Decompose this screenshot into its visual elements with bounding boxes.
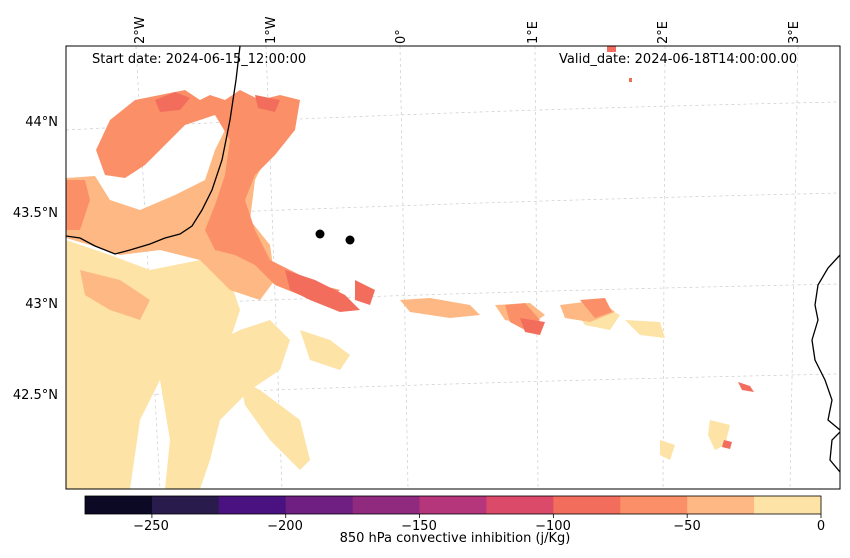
coastline [66, 46, 840, 473]
lon-tick-1w: 1°W [264, 16, 279, 44]
map-frame [65, 45, 841, 490]
lon-tick-1e: 1°E [526, 21, 541, 44]
colorbar-segment [553, 496, 621, 514]
cin-field-coral [155, 46, 754, 449]
colorbar-segment [352, 496, 421, 514]
colorbar-tick-label: −50 [673, 519, 701, 534]
colorbar-segment [218, 496, 287, 514]
cin-field-orange [66, 90, 612, 330]
lat-tick-44n: 44°N [25, 115, 58, 130]
colorbar-frame [84, 495, 822, 515]
lon-tick-2e: 2°E [656, 21, 671, 44]
colorbar-segment [486, 496, 554, 514]
colorbar-segment [285, 496, 354, 514]
station-marker-1 [315, 229, 325, 239]
colorbar-segment [85, 496, 153, 514]
lon-tick-2w: 2°W [133, 16, 148, 44]
colorbar-segment [687, 496, 755, 514]
colorbar-segment [754, 496, 822, 514]
colorbar-tick-label: −150 [401, 519, 437, 534]
cin-field-light [66, 240, 730, 489]
valid-date-label: Valid_date: 2024-06-18T14:00:00.00 [559, 52, 798, 67]
station-marker-2 [345, 235, 355, 245]
colorbar-tick-label: −250 [133, 519, 169, 534]
colorbar-tick-label: −100 [535, 519, 571, 534]
colorbar-title: 850 hPa convective inhibition (j/Kg) [339, 531, 571, 546]
colorbar-segment [151, 496, 220, 514]
lat-tick-43-5n: 43.5°N [12, 206, 58, 221]
lat-tick-42-5n: 42.5°N [12, 388, 58, 403]
colorbar-tick-label: 0 [816, 519, 826, 534]
map-area [66, 46, 840, 489]
lon-tick-3e: 3°E [787, 21, 802, 44]
colorbar-segment [419, 496, 487, 514]
lon-tick-0: 0° [394, 29, 409, 44]
colorbar [85, 496, 822, 518]
lat-tick-43n: 43°N [25, 297, 58, 312]
colorbar-segment [620, 496, 688, 514]
colorbar-tick-label: −200 [267, 519, 303, 534]
start-date-label: Start date: 2024-06-15_12:00:00 [92, 52, 307, 67]
